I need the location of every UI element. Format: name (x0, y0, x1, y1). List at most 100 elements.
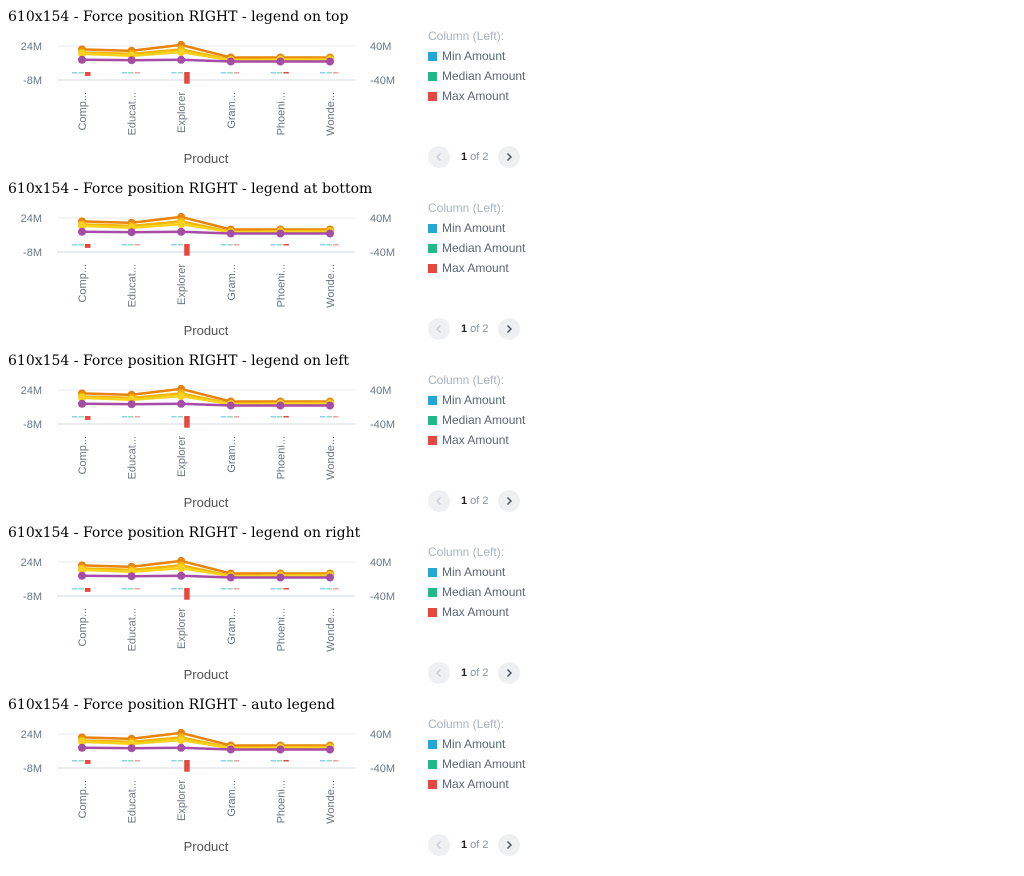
legend-label: Median Amount (442, 241, 526, 255)
legend-item[interactable]: Max Amount (428, 604, 568, 624)
chevron-right-icon (507, 497, 513, 505)
series-point (226, 229, 235, 238)
series-point (78, 571, 86, 580)
bar-max-amount (333, 72, 339, 74)
x-tick-label: Phoeni... (275, 264, 287, 307)
bar-min-amount (320, 760, 326, 762)
legend-item[interactable]: Max Amount (428, 432, 568, 452)
legend-item[interactable]: Min Amount (428, 48, 568, 68)
legend-label: Min Amount (442, 221, 506, 235)
legend-item[interactable]: Median Amount (428, 756, 568, 776)
right-tick-label: 40M (370, 41, 391, 53)
next-page-button[interactable] (498, 490, 521, 512)
legend-item[interactable]: Max Amount (428, 88, 568, 108)
legend-title: Column (Left): (428, 545, 505, 559)
bar-median-amount (326, 416, 332, 418)
series-point (78, 221, 86, 230)
bar-median-amount (276, 72, 283, 74)
bar-median-amount (276, 760, 283, 762)
prev-page-button[interactable] (428, 662, 450, 684)
legend-item[interactable]: Median Amount (428, 412, 568, 432)
series-point (276, 745, 285, 754)
bar-median-amount (177, 760, 184, 762)
series-point (177, 571, 186, 580)
page-current: 1 (461, 667, 468, 679)
right-tick-label: -40M (370, 591, 395, 603)
bar-min-amount (270, 72, 276, 74)
legend: Column (Left): Min Amount Median Amount Max… (428, 372, 568, 452)
x-tick-label: Gram... (226, 780, 238, 817)
legend-item[interactable]: Min Amount (428, 736, 568, 756)
chart-svg: 24M -8M 40M -40M Comp... Educat... Explorer Gra… (21, 40, 395, 166)
series-point (78, 49, 86, 58)
bar-median-amount (177, 588, 184, 590)
bar-min-amount (72, 760, 78, 762)
x-axis-label: Product (184, 839, 229, 854)
bar-median-amount (326, 72, 332, 74)
bar-min-amount (171, 244, 177, 246)
legend: Column (Left): Min Amount Median Amount Max… (428, 200, 568, 280)
chevron-left-icon (436, 153, 441, 161)
bar-min-amount (171, 416, 177, 418)
bar-min-amount (72, 416, 78, 418)
bar-median-amount (78, 244, 84, 246)
legend-item[interactable]: Min Amount (428, 220, 568, 240)
bar-median-amount (227, 72, 233, 74)
series-point (177, 220, 186, 229)
chevron-right-icon (507, 669, 513, 677)
bar-max-amount (184, 760, 190, 772)
x-axis-label: Product (184, 667, 229, 682)
series-point (226, 401, 235, 410)
series-point (326, 745, 334, 754)
legend-item[interactable]: Min Amount (428, 392, 568, 412)
series-line (81, 574, 330, 579)
legend-item[interactable]: Median Amount (428, 68, 568, 88)
legend-item[interactable]: Min Amount (428, 564, 568, 584)
prev-page-button[interactable] (428, 318, 450, 340)
chevron-left-icon (436, 325, 441, 333)
right-tick-label: 40M (370, 557, 391, 569)
next-page-button[interactable] (498, 146, 521, 168)
series-point (78, 743, 86, 752)
next-page-button[interactable] (498, 834, 521, 856)
legend-swatch (428, 436, 437, 445)
bar-median-amount (276, 416, 283, 418)
series-point (177, 48, 186, 57)
bar-min-amount (171, 760, 177, 762)
series-point (326, 401, 334, 410)
legend-swatch (428, 740, 437, 749)
series-line (81, 387, 330, 403)
x-tick-label: Wonde... (325, 608, 337, 652)
page-current: 1 (461, 323, 468, 335)
next-page-button[interactable] (498, 318, 521, 340)
x-tick-label: Phoeni... (275, 92, 287, 135)
bar-median-amount (128, 416, 134, 418)
bar-min-amount (72, 588, 78, 590)
legend-item[interactable]: Max Amount (428, 260, 568, 280)
x-tick-label: Gram... (226, 92, 238, 129)
prev-page-button[interactable] (428, 490, 450, 512)
left-tick-label: 24M (21, 729, 42, 741)
left-tick-label: 24M (21, 557, 42, 569)
legend-swatch (428, 264, 437, 273)
next-page-button[interactable] (498, 662, 521, 684)
series-point (127, 572, 136, 581)
legend-pager: 1 of 2 (428, 318, 528, 340)
page-total: 2 (482, 151, 489, 163)
legend-pager: 1 of 2 (428, 146, 528, 168)
x-tick-label: Gram... (226, 436, 238, 473)
chevron-right-icon (507, 325, 513, 333)
legend-item[interactable]: Median Amount (428, 240, 568, 260)
legend-item[interactable]: Max Amount (428, 776, 568, 796)
bar-median-amount (276, 244, 283, 246)
legend-label: Max Amount (442, 777, 509, 791)
prev-page-button[interactable] (428, 146, 450, 168)
chevron-left-icon (436, 669, 441, 677)
legend-item[interactable]: Median Amount (428, 584, 568, 604)
page-current: 1 (461, 495, 468, 507)
bar-max-amount (233, 588, 240, 590)
prev-page-button[interactable] (428, 834, 450, 856)
series-point (326, 57, 334, 66)
legend-pager: 1 of 2 (428, 834, 528, 856)
legend-swatch (428, 244, 437, 253)
